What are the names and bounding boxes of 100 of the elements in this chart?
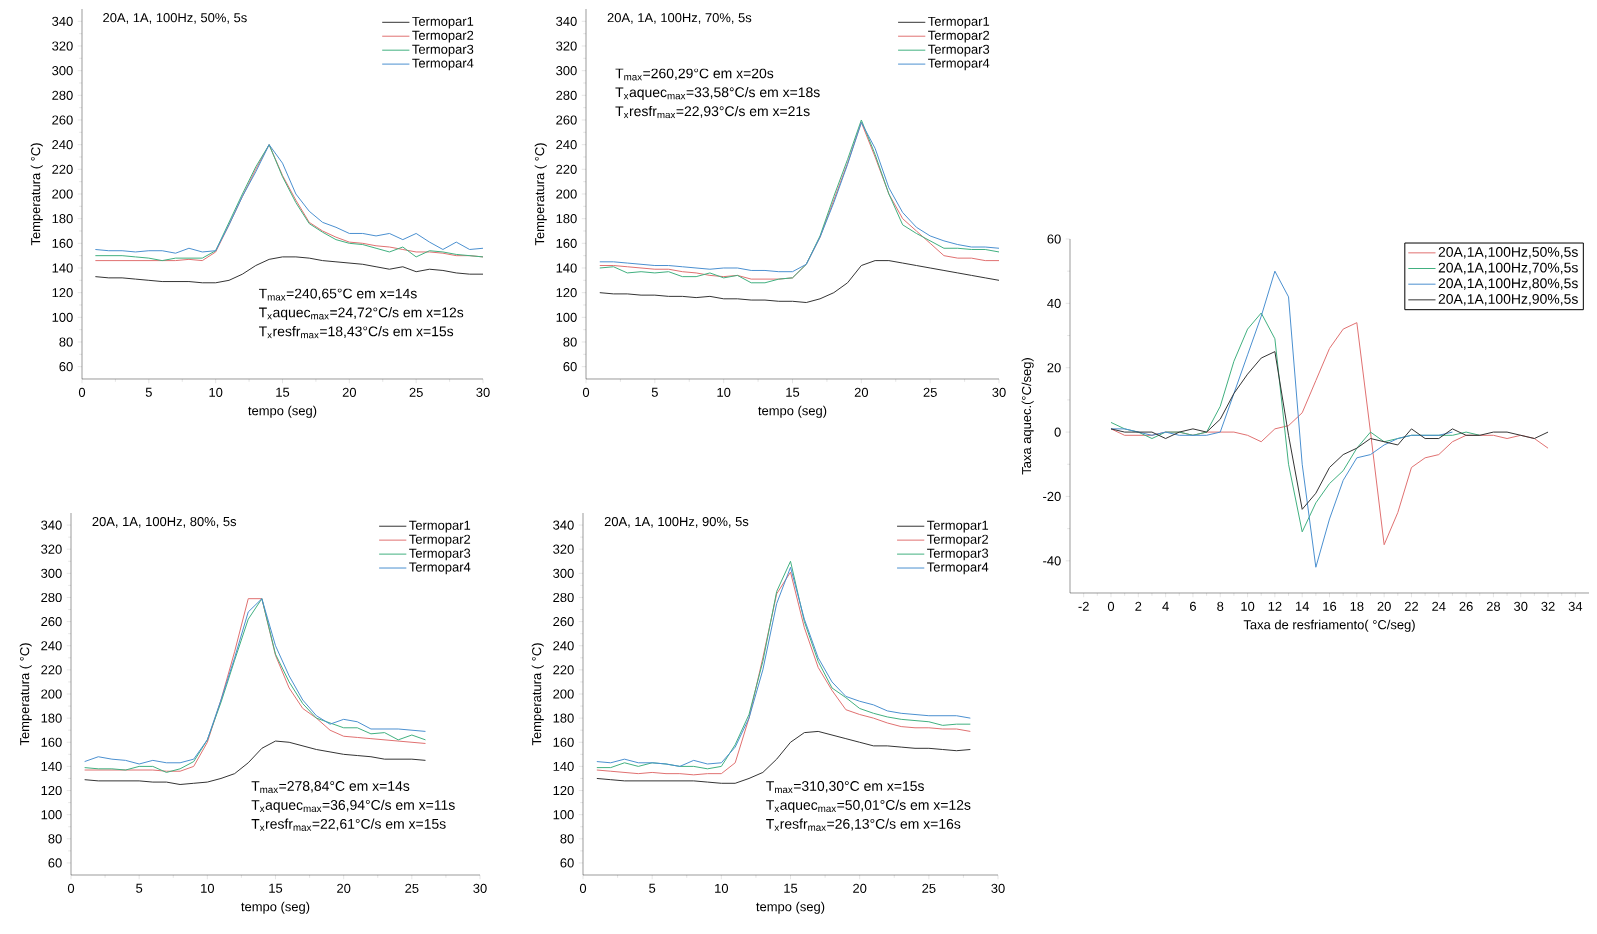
y-tick-label: 280 [41, 592, 62, 603]
y-tick-label: 60 [1047, 234, 1061, 244]
legend-label: 20A,1A,100Hz,50%,5s [1438, 247, 1578, 259]
x-tick-label: 32 [1541, 601, 1555, 611]
x-axis-title: tempo (seg) [758, 405, 827, 418]
x-tick-label: 14 [1295, 601, 1310, 611]
chart-title: 20A, 1A, 100Hz, 80%, 5s [92, 516, 237, 528]
y-tick-label: 220 [553, 665, 574, 675]
x-tick-label: 30 [991, 883, 1005, 893]
y-axis-title: Temperatura ( °C) [531, 643, 544, 746]
x-tick-label: 25 [409, 387, 423, 397]
y-tick-label: 240 [556, 140, 577, 150]
y-axis-title: Taxa aquec.(°C/seg) [1021, 358, 1034, 475]
x-tick-label: 10 [201, 883, 215, 893]
y-tick-label: 80 [563, 337, 577, 347]
y-tick-label: 220 [556, 164, 577, 174]
x-tick-label: 5 [649, 883, 656, 893]
y-tick-label: 60 [563, 362, 577, 372]
y-tick-label: 100 [41, 810, 62, 820]
x-axis-title: tempo (seg) [248, 405, 317, 418]
y-tick-label: 200 [556, 189, 577, 199]
x-tick-label: 5 [651, 387, 658, 397]
y-tick-label: 280 [556, 90, 577, 100]
annotation: T$_{max}$=278,84°C em x=14s [251, 781, 410, 794]
y-tick-label: 320 [556, 41, 577, 51]
y-tick-label: 100 [52, 312, 73, 322]
y-tick-label: 60 [48, 858, 62, 868]
annotation: T$_{x}$aquec$_{max}$=33,58°C/s em x=18s [615, 86, 820, 100]
x-tick-label: 18 [1350, 601, 1364, 611]
y-tick-label: 300 [52, 66, 73, 76]
legend-label: Termopar1 [409, 520, 471, 533]
y-axis-title: Temperatura ( °C) [534, 143, 547, 246]
y-tick-label: 320 [41, 544, 62, 554]
x-tick-label: 22 [1404, 601, 1419, 611]
y-tick-label: 140 [41, 761, 62, 771]
y-tick-label: -40 [1043, 556, 1061, 566]
y-tick-label: 140 [553, 761, 574, 771]
legend-label: Termopar4 [412, 58, 474, 71]
y-tick-label: 120 [553, 785, 574, 796]
x-tick-label: 5 [145, 387, 152, 397]
x-tick-label: 28 [1486, 601, 1501, 611]
y-tick-label: 260 [556, 115, 577, 125]
x-tick-label: 30 [992, 387, 1006, 397]
x-tick-label: 0 [579, 883, 587, 893]
legend-label: Termopar4 [409, 562, 471, 575]
y-tick-label: 140 [556, 263, 577, 273]
x-tick-label: 34 [1568, 601, 1583, 611]
y-tick-label: 180 [553, 713, 574, 723]
y-tick-label: 240 [41, 641, 62, 651]
y-tick-label: 180 [41, 713, 62, 723]
x-tick-label: 15 [276, 387, 290, 397]
annotation: T$_{x}$aquec$_{max}$=50,01°C/s em x=12s [766, 799, 971, 813]
annotation: T$_{x}$resfr$_{max}$=26,13°C/s em x=16s [766, 818, 961, 831]
x-tick-label: 5 [136, 883, 143, 893]
legend-label: Termopar2 [412, 30, 474, 43]
y-tick-label: 120 [41, 785, 62, 796]
x-tick-label: 10 [715, 883, 729, 893]
y-tick-label: 60 [560, 858, 574, 868]
y-tick-label: 160 [553, 737, 574, 747]
x-tick-label: 20 [337, 883, 351, 893]
x-tick-label: 25 [405, 883, 419, 893]
chart-title: 20A, 1A, 100Hz, 70%, 5s [607, 13, 752, 24]
y-tick-label: 280 [52, 90, 73, 100]
y-tick-label: 320 [52, 41, 73, 51]
x-tick-label: 10 [209, 387, 223, 397]
annotation: T$_{max}$=310,30°C em x=15s [766, 781, 924, 794]
y-tick-label: 140 [52, 263, 73, 273]
x-tick-label: 24 [1432, 601, 1446, 611]
x-tick-label: 16 [1323, 601, 1337, 611]
x-tick-label: 0 [78, 387, 86, 397]
legend-label: Termopar1 [412, 16, 474, 29]
x-tick-label: 20 [853, 883, 867, 893]
chart-title: 20A, 1A, 100Hz, 50%, 5s [103, 13, 247, 24]
x-tick-label: 0 [582, 387, 590, 397]
y-tick-label: 160 [41, 737, 62, 747]
x-axis-title: tempo (seg) [241, 901, 310, 914]
x-tick-label: 6 [1189, 601, 1196, 611]
y-tick-label: 100 [556, 312, 577, 322]
annotation: T$_{max}$=240,65°C em x=14s [258, 288, 417, 301]
x-axis-title: tempo (seg) [756, 901, 825, 914]
y-tick-label: 80 [59, 337, 73, 347]
y-tick-label: 100 [553, 810, 574, 820]
y-tick-label: 80 [48, 834, 62, 844]
y-tick-label: 200 [52, 189, 73, 199]
annotation: T$_{x}$resfr$_{max}$=22,93°C/s em x=21s [615, 105, 810, 119]
y-tick-label: 220 [52, 164, 73, 174]
y-tick-label: 20 [1047, 363, 1061, 373]
y-tick-label: 320 [553, 544, 574, 554]
y-tick-label: 220 [41, 665, 62, 675]
y-tick-label: 60 [59, 362, 73, 372]
legend-label: Termopar4 [928, 58, 990, 71]
x-tick-label: 10 [717, 387, 731, 397]
y-tick-label: 200 [553, 689, 574, 699]
legend-label: Termopar2 [927, 534, 989, 547]
y-tick-label: -20 [1043, 491, 1061, 502]
x-tick-label: 10 [1241, 601, 1255, 611]
x-tick-label: 25 [922, 883, 936, 893]
x-tick-label: -2 [1078, 601, 1089, 611]
annotation: T$_{x}$aquec$_{max}$=36,94°C/s em x=11s [251, 799, 455, 813]
x-tick-label: 20 [854, 387, 869, 397]
